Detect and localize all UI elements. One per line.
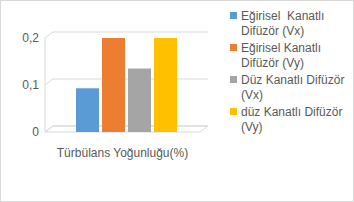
legend-swatch — [230, 12, 237, 19]
grid-line — [45, 32, 208, 38]
bar — [76, 88, 99, 132]
y-tick-label: 0,2 — [22, 31, 39, 45]
legend-swatch — [230, 44, 237, 51]
y-tick-label: 0,1 — [22, 78, 39, 92]
x-tick-label: Türbülans Yoğunluğu(%) — [57, 146, 188, 160]
legend-label: düz Kanatlı Difüzör(Vy) — [241, 105, 342, 134]
floor — [45, 126, 208, 132]
chart-border — [1, 1, 354, 202]
bar — [154, 38, 177, 132]
bar — [102, 38, 125, 132]
legend-swatch — [230, 76, 237, 83]
y-tick-label: 0 — [32, 125, 39, 139]
legend-label: Eğirisel KanatlıDifüzör (Vx) — [241, 9, 324, 38]
bar — [128, 69, 151, 132]
grid-line — [45, 126, 208, 132]
legend-swatch — [230, 108, 237, 115]
legend-label: Eğirisel KanatlıDifüzör (Vy) — [241, 41, 321, 70]
grid-line — [45, 79, 208, 85]
legend-label: Düz Kanatlı Difüzör(Vx) — [241, 73, 344, 102]
